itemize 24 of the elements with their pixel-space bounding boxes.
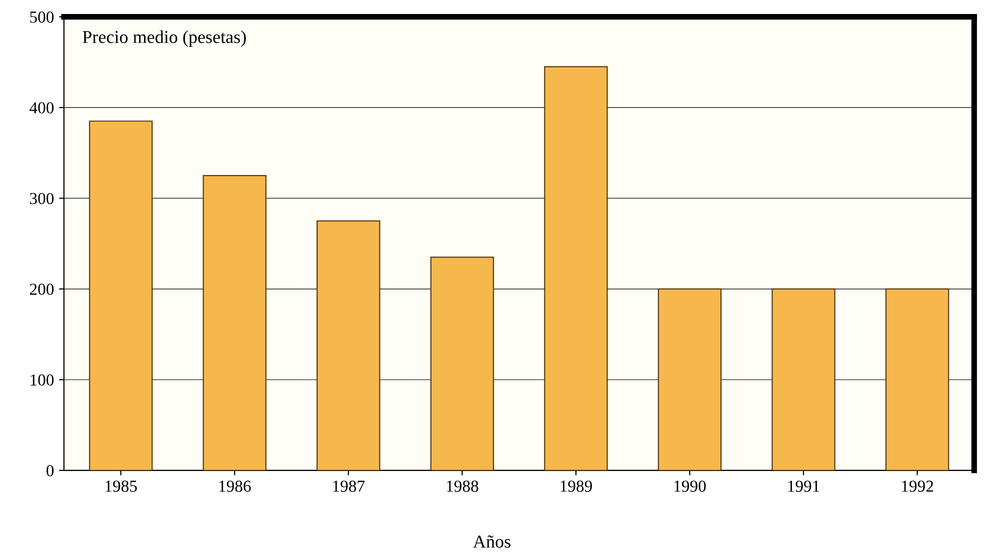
x-tick-label: 1991	[788, 480, 820, 492]
x-tick-label: 1989	[560, 480, 592, 492]
y-axis-title: Precio medio (pesetas)	[82, 30, 246, 47]
bar	[885, 288, 950, 470]
x-tick-label: 1987	[333, 480, 365, 492]
y-tick-label: 0	[46, 465, 54, 476]
x-tick-label: 1986	[219, 480, 251, 492]
bar	[772, 288, 836, 470]
x-axis-title: Años	[473, 535, 510, 548]
x-tick-label: 1985	[106, 480, 137, 492]
y-tick-label: 300	[30, 192, 54, 204]
y-tick-label: 100	[30, 374, 54, 386]
y-tick-label: 500	[30, 12, 54, 23]
bar	[202, 175, 266, 470]
x-tick-label: 1992	[902, 480, 934, 492]
bar	[430, 256, 494, 470]
x-tick-label: 1990	[674, 480, 706, 492]
bar	[316, 220, 380, 470]
x-tick-label: 1988	[446, 480, 478, 492]
bar	[544, 66, 608, 470]
bar	[89, 120, 153, 470]
y-tick-label: 400	[30, 102, 54, 114]
bar	[658, 288, 722, 470]
y-tick-label: 200	[30, 284, 54, 295]
